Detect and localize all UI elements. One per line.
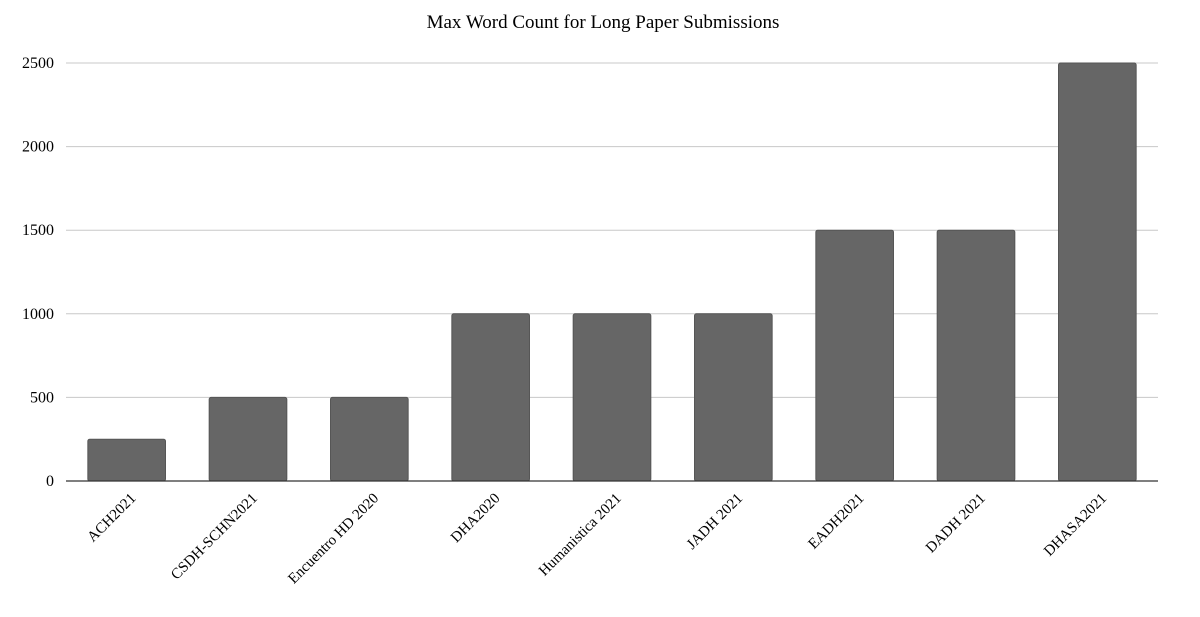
- y-tick-label: 2500: [22, 55, 54, 72]
- bar-humanistica-2021: [572, 313, 652, 482]
- y-tick-label: 500: [30, 389, 54, 406]
- x-tick-label: DHASA2021: [1041, 491, 1110, 560]
- x-axis-tick-labels: ACH2021 CSDH-SCHN2021 Encuentro HD 2020 DHA…: [85, 491, 1111, 588]
- x-tick-label: EADH2021: [806, 491, 868, 553]
- bar-dadh-2021: [936, 229, 1016, 482]
- y-axis-tick-labels: 0 500 1000 1500 2000 2500: [22, 55, 54, 490]
- bar-csdh-schn2021: [208, 396, 288, 482]
- x-tick-label: CSDH-SCHN2021: [168, 491, 261, 584]
- x-tick-label: Humanistica 2021: [536, 491, 625, 580]
- x-tick-label: DADH 2021: [923, 491, 989, 557]
- x-tick-label: JADH 2021: [684, 491, 746, 553]
- bar-encuentro-hd-2020: [330, 396, 409, 482]
- bar-dhasa2021: [1058, 62, 1137, 482]
- bars: [87, 62, 1137, 482]
- y-tick-label: 1500: [22, 222, 54, 239]
- x-tick-label: Encuentro HD 2020: [285, 491, 382, 588]
- y-tick-label: 1000: [22, 306, 54, 323]
- bar-ach2021: [87, 438, 166, 482]
- y-tick-label: 0: [46, 473, 54, 490]
- bar-dha2020: [451, 313, 530, 482]
- chart-title: Max Word Count for Long Paper Submission…: [427, 12, 780, 33]
- y-tick-label: 2000: [22, 139, 54, 156]
- bar-eadh2021: [815, 229, 894, 482]
- x-tick-label: ACH2021: [85, 491, 140, 546]
- x-tick-label: DHA2020: [448, 491, 504, 547]
- bar-jadh-2021: [694, 313, 773, 482]
